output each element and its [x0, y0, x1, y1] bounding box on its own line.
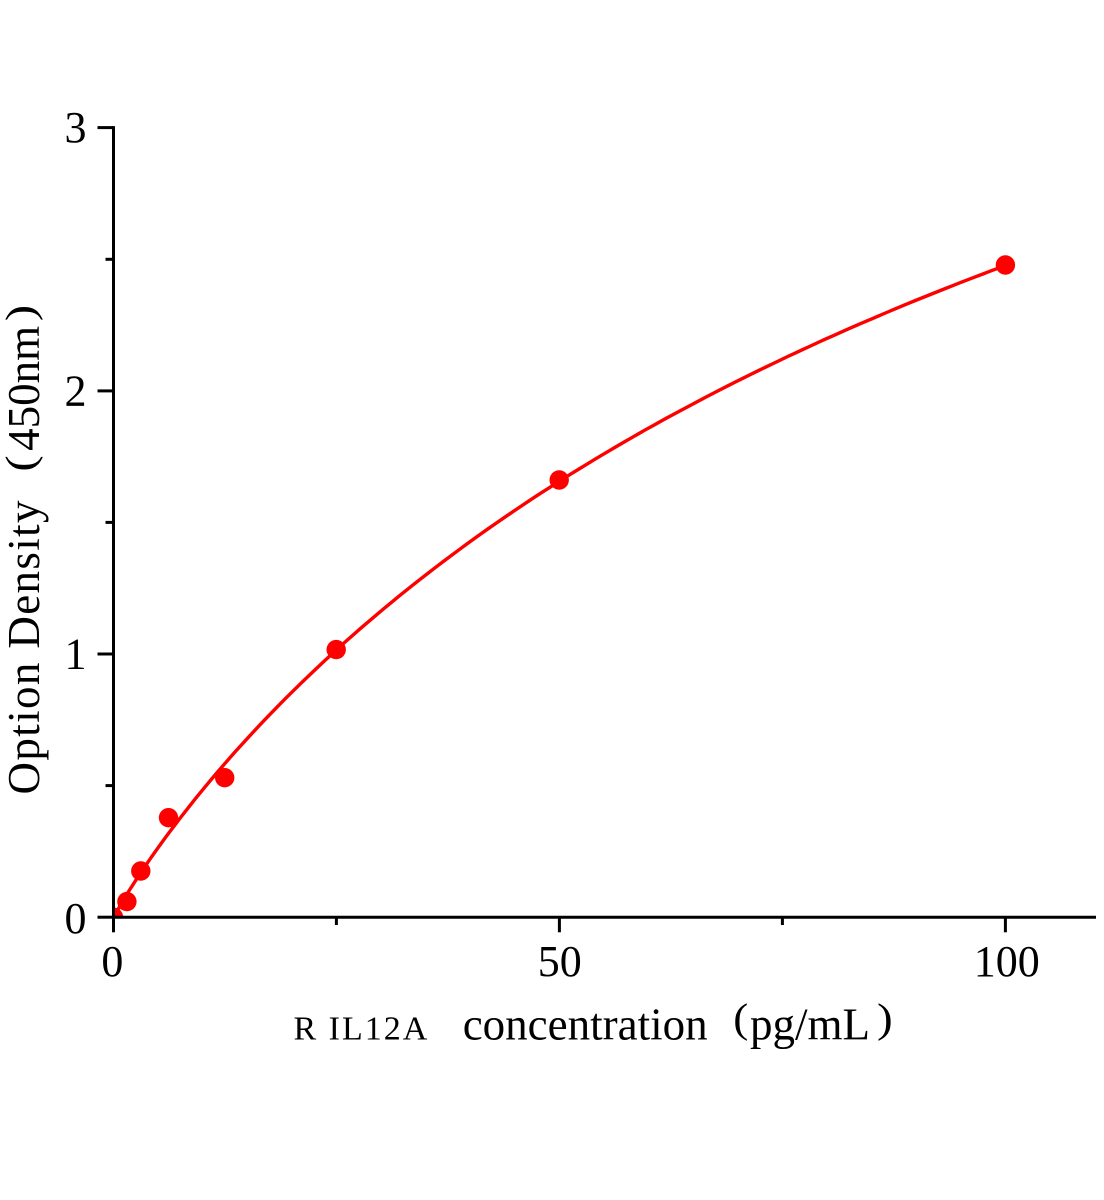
svg-text:50: 50	[538, 937, 582, 986]
svg-text:3: 3	[65, 103, 87, 152]
svg-text:): )	[877, 996, 893, 1041]
svg-text:pg/mL: pg/mL	[750, 1000, 870, 1050]
svg-text:1: 1	[65, 630, 87, 679]
svg-text:(: (	[733, 997, 748, 1042]
svg-text:): )	[0, 305, 43, 321]
svg-text:0: 0	[101, 937, 123, 986]
svg-text:Option Density: Option Density	[0, 499, 49, 794]
svg-text:2: 2	[65, 366, 87, 415]
svg-text:(: (	[0, 455, 43, 471]
svg-text:0: 0	[65, 894, 87, 943]
svg-text:R IL12A: R IL12A	[294, 1011, 430, 1048]
svg-text:450nm: 450nm	[0, 326, 49, 451]
svg-text:100: 100	[974, 937, 1040, 986]
svg-text:concentration: concentration	[463, 1000, 708, 1050]
